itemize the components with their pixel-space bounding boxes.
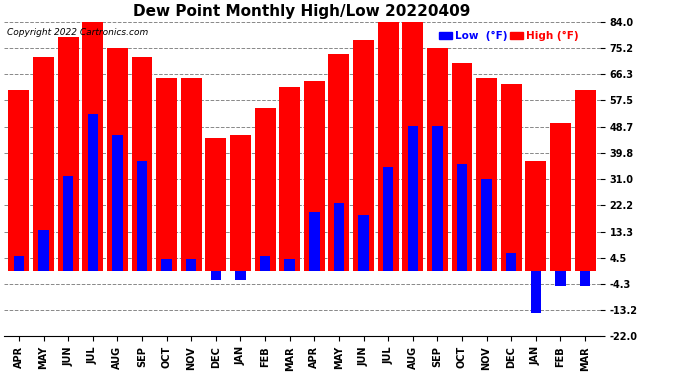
- Bar: [255, 108, 275, 271]
- Bar: [304, 81, 325, 271]
- Bar: [235, 271, 246, 280]
- Bar: [402, 22, 423, 271]
- Bar: [206, 138, 226, 271]
- Bar: [334, 203, 344, 271]
- Bar: [328, 54, 349, 271]
- Bar: [457, 164, 467, 271]
- Bar: [531, 271, 541, 313]
- Bar: [555, 271, 566, 286]
- Bar: [482, 179, 492, 271]
- Bar: [358, 215, 368, 271]
- Bar: [383, 167, 393, 271]
- Bar: [107, 48, 128, 271]
- Bar: [580, 271, 590, 286]
- Text: Copyright 2022 Cartronics.com: Copyright 2022 Cartronics.com: [7, 28, 148, 37]
- Bar: [181, 78, 201, 271]
- Bar: [161, 259, 172, 271]
- Bar: [408, 126, 418, 271]
- Bar: [377, 22, 399, 271]
- Bar: [88, 114, 98, 271]
- Bar: [550, 123, 571, 271]
- Legend: Low  (°F), High (°F): Low (°F), High (°F): [435, 27, 582, 45]
- Bar: [353, 39, 374, 271]
- Bar: [33, 57, 54, 271]
- Bar: [309, 212, 319, 271]
- Bar: [501, 84, 522, 271]
- Bar: [186, 259, 197, 271]
- Bar: [156, 78, 177, 271]
- Bar: [137, 161, 147, 271]
- Bar: [14, 256, 24, 271]
- Bar: [575, 90, 595, 271]
- Bar: [432, 126, 442, 271]
- Bar: [260, 256, 270, 271]
- Title: Dew Point Monthly High/Low 20220409: Dew Point Monthly High/Low 20220409: [133, 4, 471, 19]
- Bar: [506, 254, 516, 271]
- Bar: [427, 48, 448, 271]
- Bar: [210, 271, 221, 280]
- Bar: [82, 22, 104, 271]
- Bar: [230, 135, 251, 271]
- Bar: [451, 63, 473, 271]
- Bar: [8, 90, 30, 271]
- Bar: [132, 57, 152, 271]
- Bar: [63, 176, 73, 271]
- Bar: [279, 87, 300, 271]
- Bar: [58, 37, 79, 271]
- Bar: [112, 135, 123, 271]
- Bar: [39, 230, 49, 271]
- Bar: [284, 259, 295, 271]
- Bar: [476, 78, 497, 271]
- Bar: [525, 161, 546, 271]
